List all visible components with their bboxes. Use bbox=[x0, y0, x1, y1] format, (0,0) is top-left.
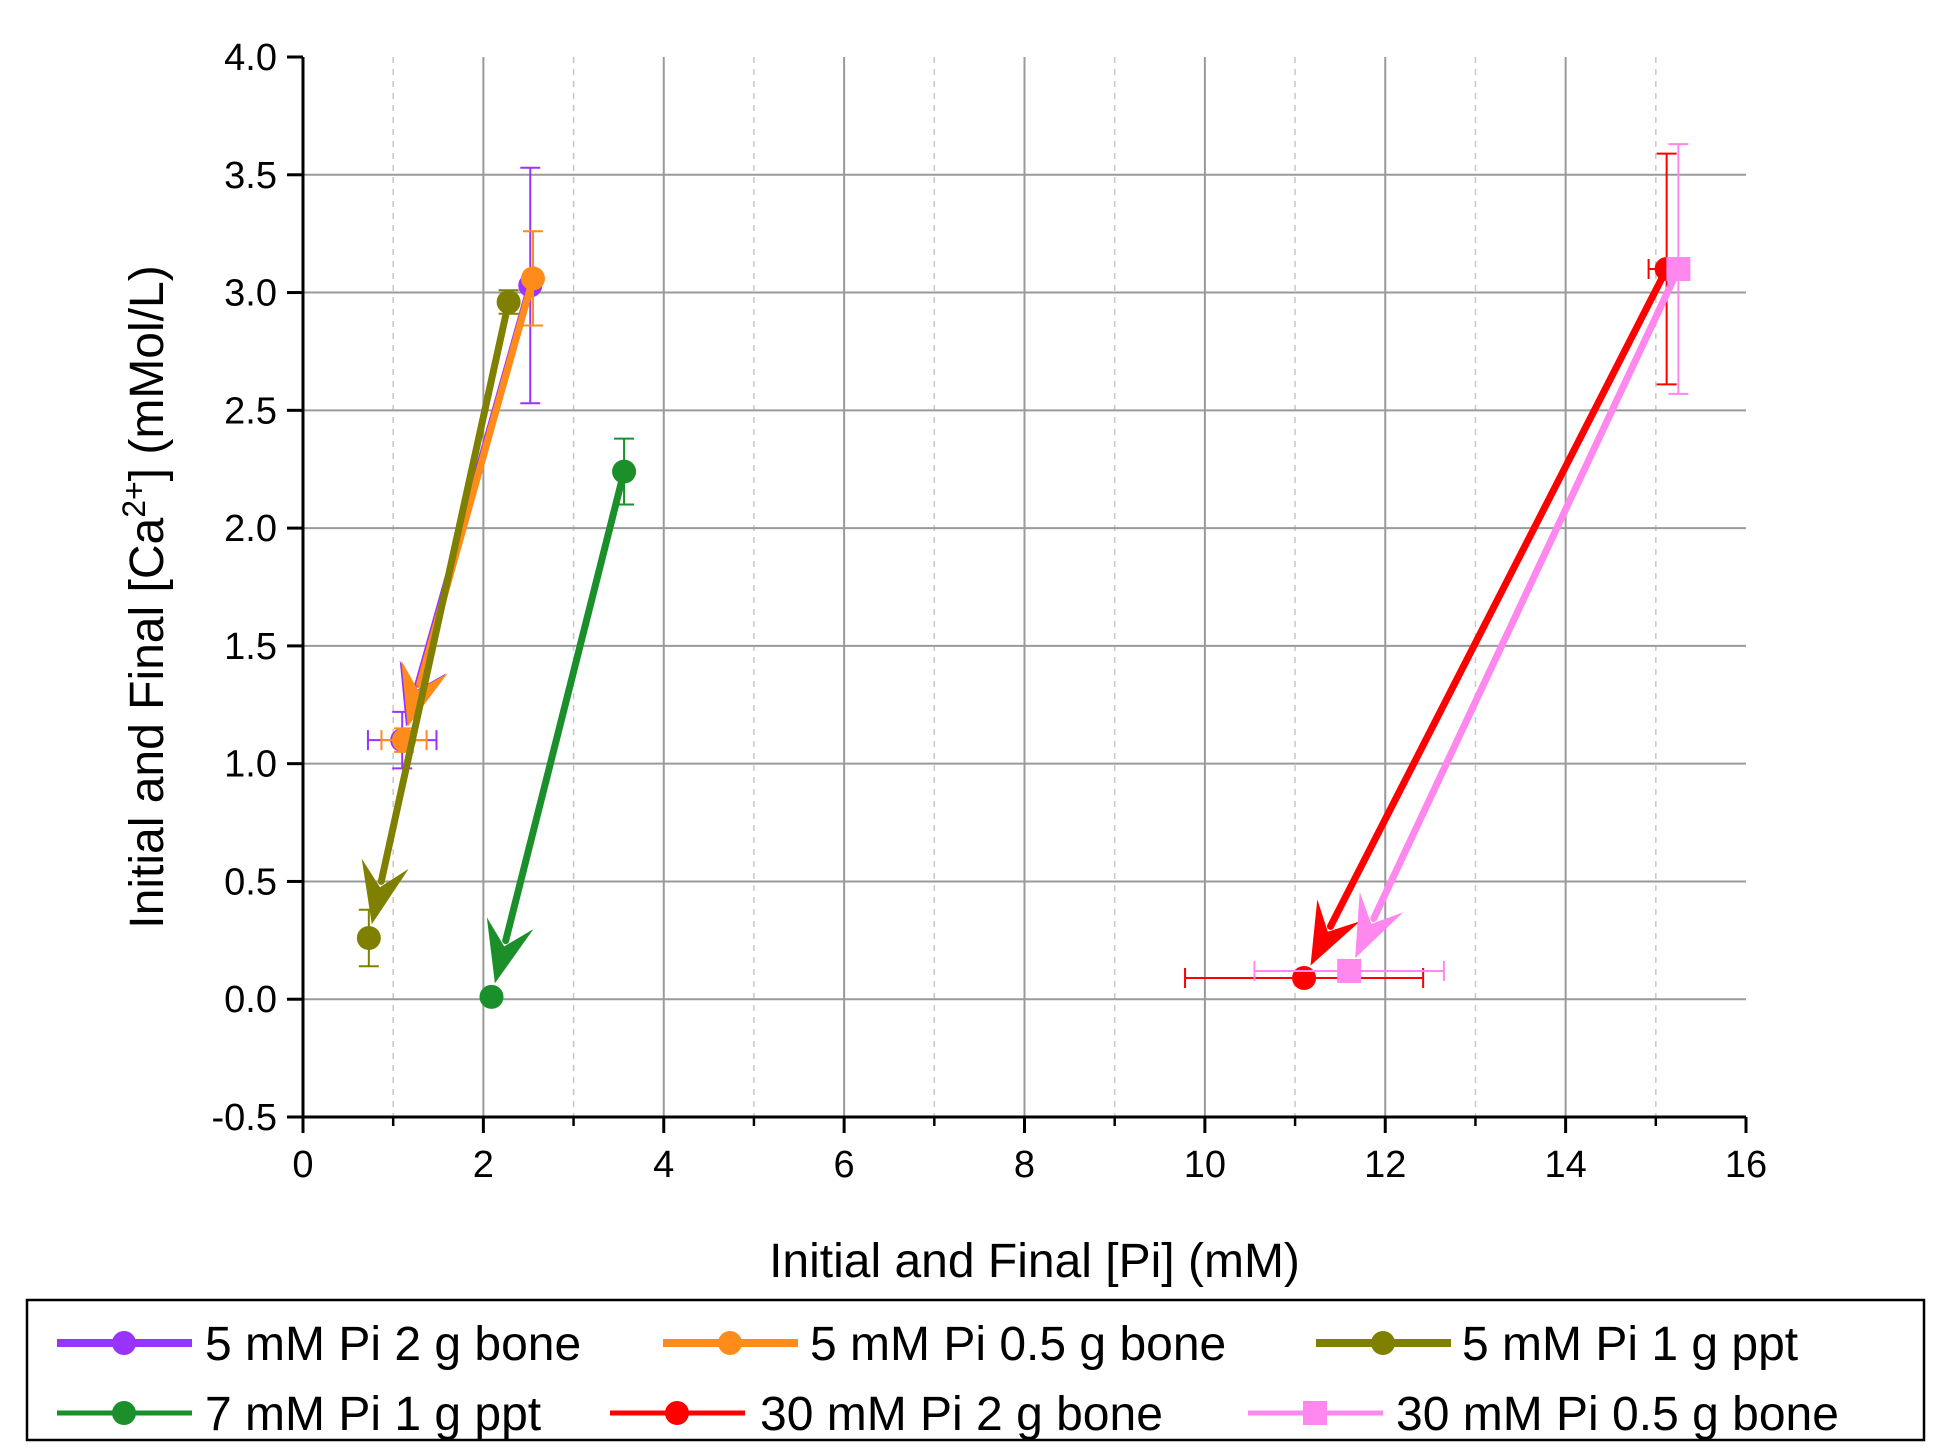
legend-item-2: 5 mM Pi 0.5 g bone bbox=[663, 1318, 1226, 1371]
x-tick-label: 10 bbox=[1184, 1144, 1226, 1186]
legend-item-6: 30 mM Pi 0.5 g bone bbox=[1248, 1388, 1839, 1441]
legend-box bbox=[25, 1298, 1926, 1442]
y-tick-label: 4.0 bbox=[224, 37, 277, 79]
legend-label: 30 mM Pi 2 g bone bbox=[760, 1388, 1163, 1441]
y-axis-title: Initial and Final [Ca2+] (mMol/L) bbox=[116, 265, 174, 928]
y-tick-label: 1.0 bbox=[224, 744, 277, 786]
grid bbox=[303, 57, 1746, 1117]
y-tick-label: 3.5 bbox=[224, 155, 277, 197]
y-tick-label: 3.0 bbox=[224, 273, 277, 315]
final-point bbox=[1292, 966, 1317, 991]
legend-item-5: 30 mM Pi 2 g bone bbox=[610, 1388, 1163, 1441]
legend-item-1: 5 mM Pi 2 g bone bbox=[57, 1318, 581, 1371]
y-tick-label: 1.5 bbox=[224, 626, 277, 668]
x-tick-label: 14 bbox=[1544, 1144, 1586, 1186]
initial-point bbox=[612, 459, 637, 484]
initial-point bbox=[1666, 257, 1691, 281]
y-axis-title-superscript: 2+ bbox=[116, 481, 152, 517]
final-point bbox=[356, 925, 381, 950]
x-tick-label: 0 bbox=[292, 1144, 313, 1186]
legend-swatch-marker bbox=[112, 1401, 136, 1425]
legend: 5 mM Pi 2 g bone 5 mM Pi 0.5 g bone 5 mM P… bbox=[25, 1298, 1926, 1442]
series-3 bbox=[356, 289, 521, 968]
x-tick-label: 8 bbox=[1014, 1144, 1035, 1186]
y-tick-label: 2.0 bbox=[224, 508, 277, 550]
series-layer bbox=[356, 143, 1691, 1009]
series-6 bbox=[1253, 143, 1691, 983]
initial-point bbox=[496, 289, 521, 314]
legend-swatch-marker bbox=[1303, 1401, 1327, 1425]
series-arrow-line bbox=[502, 468, 628, 945]
x-axis-title: Initial and Final [Pi] (mM) bbox=[769, 1235, 1300, 1288]
legend-item-3: 5 mM Pi 1 g ppt bbox=[1316, 1318, 1798, 1371]
legend-item-4: 7 mM Pi 1 g ppt bbox=[57, 1388, 541, 1441]
legend-label: 7 mM Pi 1 g ppt bbox=[205, 1388, 541, 1441]
initial-point bbox=[520, 266, 545, 291]
legend-swatch-marker bbox=[112, 1331, 136, 1355]
y-tick-label: 2.5 bbox=[224, 390, 277, 432]
y-tick-label: 0.0 bbox=[224, 979, 277, 1021]
x-tick-label: 2 bbox=[473, 1144, 494, 1186]
series-arrow-head bbox=[1310, 899, 1361, 966]
legend-swatch-marker bbox=[1371, 1331, 1395, 1355]
legend-swatch-marker bbox=[718, 1331, 742, 1355]
y-axis-title-prefix: Initial and Final [Ca bbox=[121, 518, 174, 929]
y-axis-title-suffix: ] (mMol/L) bbox=[121, 265, 174, 481]
x-tick-label: 16 bbox=[1725, 1144, 1767, 1186]
series-1 bbox=[366, 166, 543, 770]
series-arrow-head bbox=[361, 858, 409, 925]
x-tick-label: 12 bbox=[1364, 1144, 1406, 1186]
series-arrow-head bbox=[1355, 892, 1404, 959]
series-4 bbox=[479, 437, 637, 1009]
axes: 0 2 4 6 8 10 12 14 16 -0.5 0.0 0.5 1.0 1.5 2.0 2.5 3.0 3.… bbox=[116, 37, 1767, 1288]
legend-label: 30 mM Pi 0.5 g bone bbox=[1396, 1388, 1839, 1441]
series-arrow-line bbox=[1370, 265, 1682, 922]
legend-label: 5 mM Pi 1 g ppt bbox=[1462, 1318, 1798, 1371]
x-tick-label: 6 bbox=[834, 1144, 855, 1186]
y-tick-label: -0.5 bbox=[212, 1097, 277, 1139]
series-arrow-line bbox=[1326, 265, 1671, 930]
series-arrow-line bbox=[377, 298, 513, 885]
legend-label: 5 mM Pi 2 g bone bbox=[205, 1318, 581, 1371]
final-point bbox=[1337, 958, 1362, 983]
y-tick-label: 0.5 bbox=[224, 861, 277, 903]
final-point bbox=[479, 984, 504, 1009]
legend-label: 5 mM Pi 0.5 g bone bbox=[810, 1318, 1226, 1371]
series-5 bbox=[1184, 152, 1686, 991]
x-tick-label: 4 bbox=[653, 1144, 674, 1186]
legend-swatch-marker bbox=[665, 1401, 689, 1425]
series-arrow-head bbox=[486, 917, 534, 984]
